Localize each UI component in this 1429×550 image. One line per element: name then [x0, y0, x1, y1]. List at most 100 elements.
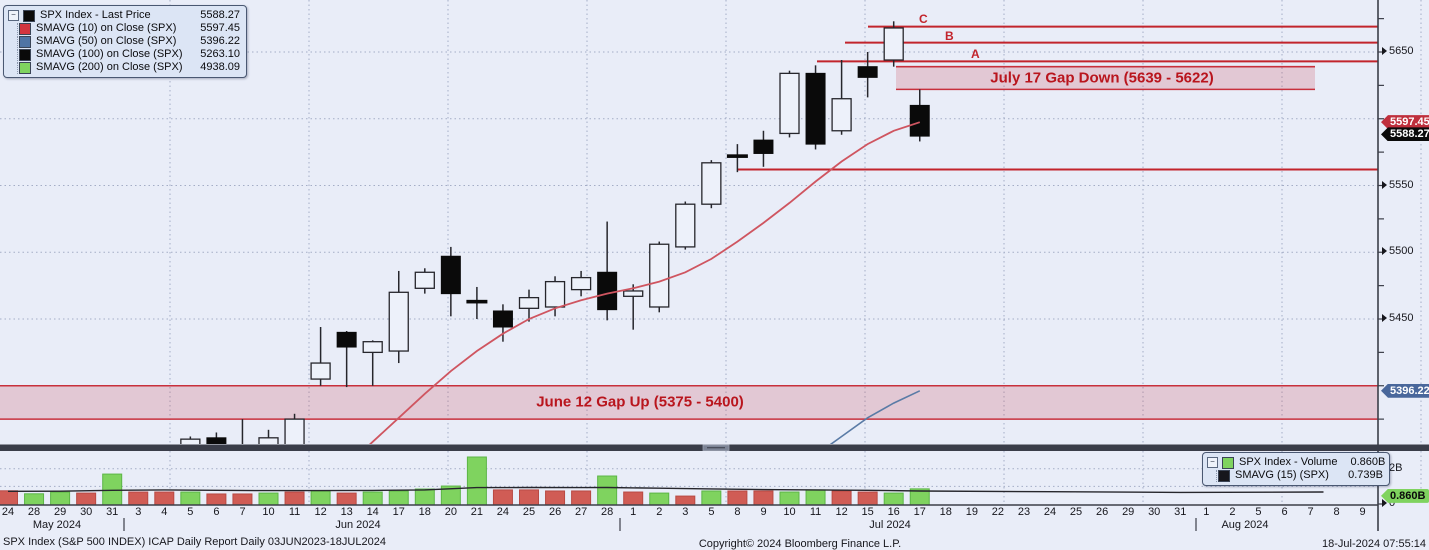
date-tick-label: 6 — [213, 506, 220, 518]
price-axis-label: 5450 — [1382, 312, 1413, 324]
date-tick-label: 18 — [939, 506, 952, 518]
last-price-swatch — [23, 9, 35, 22]
date-tick-label: 22 — [991, 506, 1005, 518]
legend-label: SPX Index - Last Price — [40, 9, 151, 21]
date-tick-label: 4 — [161, 506, 168, 518]
date-tick-label: 18 — [418, 506, 431, 518]
date-tick-label: 3 — [682, 506, 689, 518]
timestamp: 18-Jul-2024 07:55:14 — [1322, 538, 1426, 550]
smavg15-swatch — [1218, 469, 1230, 482]
price-axis-label: 5500 — [1382, 245, 1413, 257]
date-tick-label: 10 — [262, 506, 275, 518]
price-axis-label: 5650 — [1382, 45, 1413, 57]
date-tick-label: 14 — [366, 506, 379, 518]
smavg50-swatch — [19, 35, 31, 48]
date-tick-label: 21 — [470, 506, 484, 518]
price-axis-label: 5550 — [1382, 179, 1413, 191]
date-tick-label: 11 — [809, 506, 822, 518]
date-tick-label: 5 — [1255, 506, 1262, 518]
resistance-level-label: A — [971, 47, 980, 61]
date-tick-label: 30 — [80, 506, 93, 518]
date-tick-label: 28 — [27, 506, 41, 518]
date-tick-label: 9 — [760, 506, 767, 518]
date-tick-label: 19 — [965, 506, 979, 518]
volume-axis-label: 0 — [1382, 497, 1395, 509]
date-tick-label: 10 — [783, 506, 796, 518]
legend-label: SMAVG (100) on Close (SPX) — [36, 48, 183, 60]
date-tick-label: 29 — [1122, 506, 1135, 518]
date-tick-label: 26 — [1095, 506, 1109, 518]
volume-badge: 0.860B — [1381, 488, 1429, 503]
copyright-text: Copyright© 2024 Bloomberg Finance L.P. — [698, 538, 902, 550]
legend-label: SMAVG (15) (SPX) — [1235, 469, 1329, 481]
tree-line — [8, 22, 18, 35]
legend-label: SPX Index - Volume — [1239, 456, 1338, 468]
report-title: SPX Index (S&P 500 INDEX) ICAP Daily Rep… — [3, 536, 386, 548]
month-label: May 2024 — [32, 519, 82, 531]
date-tick-label: 8 — [734, 506, 741, 518]
date-tick-label: 12 — [835, 506, 848, 518]
date-tick-label: 25 — [522, 506, 536, 518]
date-tick-label: 12 — [314, 506, 327, 518]
resistance-level-label: C — [919, 12, 928, 26]
smavg100-swatch — [19, 48, 31, 61]
month-label: Aug 2024 — [1221, 519, 1269, 531]
legend-value: 5263.10 — [200, 48, 240, 60]
june-gap-annotation: June 12 Gap Up (5375 - 5400) — [536, 393, 744, 411]
tree-line — [8, 61, 18, 74]
volume-legend[interactable]: − SPX Index - Volume 0.860B SMAVG (15) (… — [1202, 452, 1390, 486]
tree-line — [8, 35, 18, 48]
legend-label: SMAVG (50) on Close (SPX) — [36, 35, 177, 47]
date-tick-label: 1 — [630, 506, 637, 518]
date-tick-label: 6 — [1281, 506, 1288, 518]
price-legend[interactable]: − SPX Index - Last Price 5588.27 SMAVG (… — [3, 5, 247, 78]
date-tick-label: 24 — [1043, 506, 1057, 518]
date-tick-label: 3 — [135, 506, 142, 518]
smavg10-swatch — [19, 22, 31, 35]
date-tick-label: 13 — [340, 506, 353, 518]
date-tick-label: 5 — [708, 506, 715, 518]
legend-value: 4938.09 — [200, 61, 240, 73]
date-tick-label: 17 — [392, 506, 405, 518]
date-tick-label: 11 — [288, 506, 301, 518]
legend-collapse-toggle[interactable]: − — [8, 10, 19, 21]
date-tick-label: 31 — [106, 506, 119, 518]
volume-swatch — [1222, 456, 1234, 469]
tree-line — [8, 48, 18, 61]
date-tick-label: 7 — [1307, 506, 1314, 518]
date-tick-label: 2 — [1229, 506, 1236, 518]
date-tick-label: 16 — [887, 506, 900, 518]
date-tick-label: 31 — [1174, 506, 1187, 518]
legend-value: 5396.22 — [200, 35, 240, 47]
date-tick-label: 15 — [861, 506, 874, 518]
date-tick-label: 24 — [1, 506, 15, 518]
price-badge: 5588.27 — [1381, 127, 1429, 142]
legend-value: 0.860B — [1350, 456, 1386, 468]
price-badge: 5597.45 — [1381, 115, 1429, 130]
date-tick-label: 5 — [187, 506, 194, 518]
date-tick-label: 8 — [1333, 506, 1340, 518]
date-tick-label: 2 — [656, 506, 663, 518]
date-tick-label: 23 — [1017, 506, 1031, 518]
month-label: Jul 2024 — [869, 519, 911, 531]
resistance-level-label: B — [945, 29, 954, 43]
volume-axis-label: 2B — [1382, 462, 1402, 474]
date-tick-label: 24 — [496, 506, 510, 518]
month-label: Jun 2024 — [335, 519, 381, 531]
date-tick-label: 20 — [444, 506, 458, 518]
date-tick-label: 26 — [548, 506, 562, 518]
date-tick-label: 29 — [53, 506, 67, 518]
legend-value: 5597.45 — [200, 22, 240, 34]
date-tick-label: 1 — [1203, 506, 1210, 518]
date-tick-label: 27 — [574, 506, 588, 518]
date-tick-label: 28 — [600, 506, 614, 518]
date-tick-label: 25 — [1069, 506, 1083, 518]
july-gap-annotation: July 17 Gap Down (5639 - 5622) — [990, 69, 1214, 87]
legend-label: SMAVG (200) on Close (SPX) — [36, 61, 183, 73]
price-badge: 5396.22 — [1381, 383, 1429, 398]
legend-collapse-toggle[interactable]: − — [1207, 457, 1218, 468]
legend-label: SMAVG (10) on Close (SPX) — [36, 22, 177, 34]
smavg200-swatch — [19, 61, 31, 74]
